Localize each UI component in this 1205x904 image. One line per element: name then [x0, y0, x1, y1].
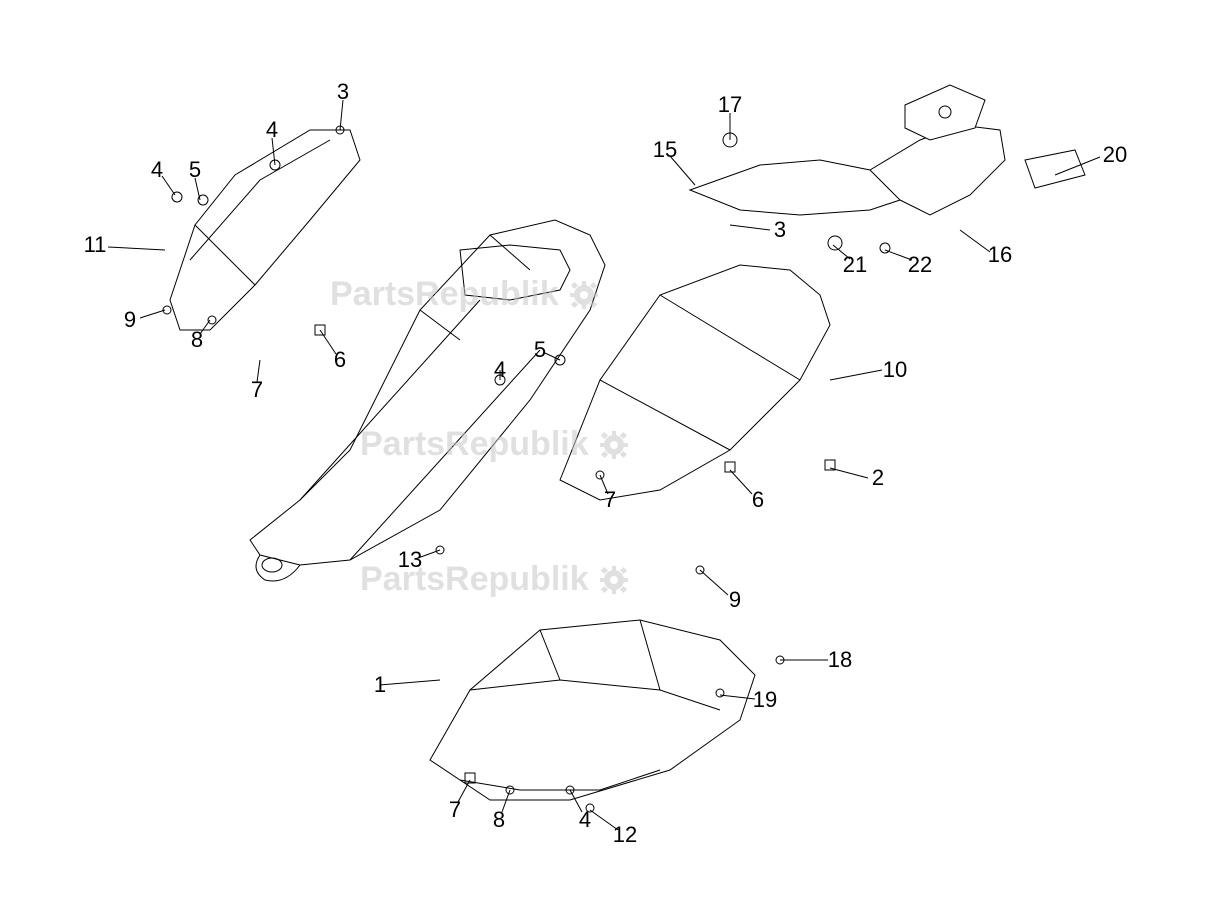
gear-flag-icon [567, 278, 601, 312]
undertray-outline [430, 620, 755, 800]
watermark-text: PartsRepublik [330, 275, 559, 314]
callout-17: 17 [718, 92, 742, 118]
callout-1: 1 [374, 672, 386, 698]
callout-4c: 4 [494, 357, 506, 383]
callout-7b: 7 [604, 487, 616, 513]
callout-9b: 9 [729, 587, 741, 613]
callout-9a: 9 [124, 307, 136, 333]
callout-10: 10 [883, 357, 907, 383]
callout-5b: 5 [534, 337, 546, 363]
callout-11: 11 [84, 232, 107, 258]
callout-21: 21 [843, 252, 867, 278]
diagram-canvas: 1 2 3 3 4 4 4 4 5 5 6 6 7 7 7 8 8 9 9 10… [0, 0, 1205, 904]
watermark-text: PartsRepublik [360, 560, 589, 599]
callout-3b: 3 [774, 217, 786, 243]
leader-lines [108, 100, 1100, 830]
callout-7a: 7 [251, 377, 263, 403]
callout-6a: 6 [334, 347, 346, 373]
callout-4a: 4 [266, 117, 278, 143]
callout-19: 19 [753, 687, 777, 713]
watermark-2: PartsRepublik [360, 425, 631, 464]
callout-8a: 8 [191, 327, 203, 353]
callout-12: 12 [613, 822, 637, 848]
callout-6b: 6 [752, 487, 764, 513]
watermark-1: PartsRepublik [330, 275, 601, 314]
callout-18: 18 [828, 647, 852, 673]
callout-4d: 4 [579, 807, 591, 833]
callout-3a: 3 [337, 79, 349, 105]
callout-7c: 7 [449, 797, 461, 823]
callout-2: 2 [872, 465, 884, 491]
gear-flag-icon [597, 563, 631, 597]
callout-5a: 5 [189, 157, 201, 183]
watermark-text: PartsRepublik [360, 425, 589, 464]
fasteners [163, 126, 835, 812]
callout-16: 16 [988, 242, 1012, 268]
callout-15: 15 [653, 137, 677, 163]
callout-4b: 4 [151, 157, 163, 183]
gear-flag-icon [597, 428, 631, 462]
callout-22: 22 [908, 252, 932, 278]
callout-20: 20 [1103, 142, 1127, 168]
callout-8b: 8 [493, 807, 505, 833]
watermark-3: PartsRepublik [360, 560, 631, 599]
